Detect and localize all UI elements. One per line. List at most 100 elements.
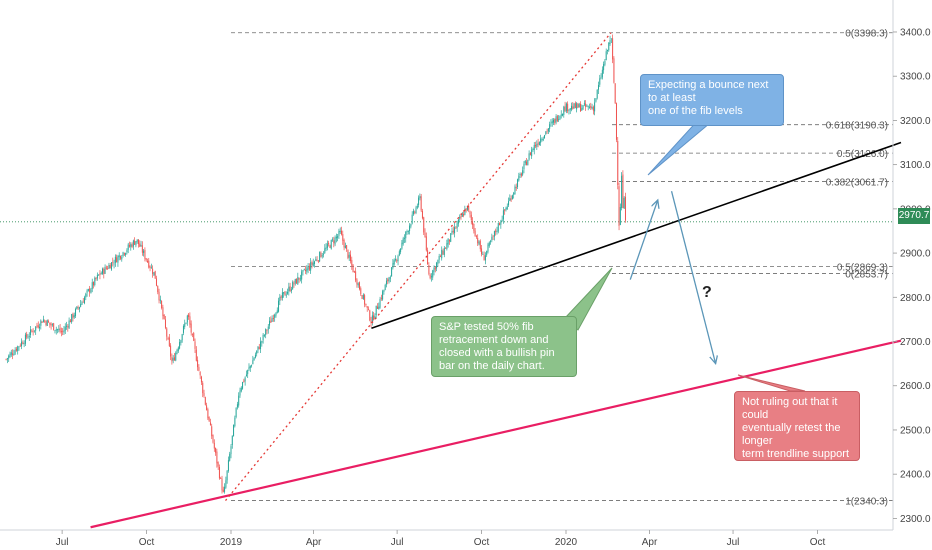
candle-body (524, 160, 526, 164)
candle-body (312, 262, 314, 266)
candle-body (60, 331, 62, 333)
candle-body (556, 116, 558, 121)
candle-body (529, 152, 531, 156)
candle-body (39, 326, 41, 329)
price-tick-label: 3300.0 (900, 72, 931, 83)
time-tick-label: Apr (642, 537, 658, 548)
candle-body (526, 161, 528, 166)
candle-body (397, 255, 399, 262)
candle-body (280, 296, 282, 298)
candle-body (105, 267, 107, 269)
candle-body (73, 315, 75, 318)
candle-body (249, 365, 251, 369)
current-price-badge: 2970.7 (898, 208, 930, 224)
candle-body (569, 108, 571, 111)
candle-body (278, 300, 280, 312)
candle-body (513, 192, 515, 195)
candle-body (112, 261, 114, 263)
time-tick-label: 2019 (220, 537, 243, 548)
fib-label: 0.382(3061.7) (826, 178, 888, 189)
price-tick-label: 3100.0 (900, 160, 931, 171)
candle-body (373, 315, 375, 320)
candle-body (91, 282, 93, 290)
candle-body (542, 138, 544, 141)
candle-body (409, 225, 411, 231)
candle-body (72, 313, 74, 319)
candle-body (550, 122, 552, 124)
candle-body (24, 334, 26, 344)
candle-body (537, 142, 539, 145)
candle-body (624, 196, 626, 221)
candle-body (500, 221, 502, 225)
candle-body (227, 460, 229, 471)
candle-body (188, 314, 190, 318)
candle-body (90, 289, 92, 293)
candle-body (238, 395, 240, 406)
candle-body (329, 245, 331, 248)
candle-body (478, 241, 480, 245)
price-tick-label: 2700.0 (900, 337, 931, 348)
candle-body (19, 345, 21, 347)
candle-body (84, 297, 86, 304)
candle-body (144, 249, 146, 259)
candle-body (433, 267, 435, 272)
candle-body (495, 230, 497, 233)
candle-body (33, 330, 35, 332)
candle-body (335, 236, 337, 239)
candle-body (581, 108, 583, 111)
price-axis[interactable]: 2300.0 2400.0 2500.0 2600.0 2700.0 2800.0 2900… (893, 27, 931, 525)
candle-body (271, 318, 273, 322)
candle-body (181, 334, 183, 341)
tested-annotation[interactable]: S&P tested 50% fib retracement down and … (431, 316, 577, 377)
candle-body (554, 118, 556, 124)
candle-body (294, 279, 296, 284)
candle-body (64, 326, 66, 331)
bounce-annotation[interactable]: Expecting a bounce next to at least one … (640, 74, 784, 126)
candle-body (583, 103, 585, 105)
candle-body (191, 333, 193, 335)
candle-body (486, 250, 488, 256)
black-support-trendline (371, 141, 902, 330)
candle-body (57, 329, 59, 331)
candle-body (452, 230, 454, 233)
candle-body (274, 314, 276, 318)
candle-body (442, 250, 444, 255)
candle-body (465, 208, 467, 211)
candle-body (428, 265, 430, 274)
candle-body (384, 284, 386, 291)
candle-body (464, 209, 466, 215)
candle-body (267, 326, 269, 330)
candle-body (346, 245, 348, 250)
candle-body (108, 265, 110, 269)
candle-body (235, 407, 237, 418)
candle-body (344, 245, 346, 249)
candle-body (184, 323, 186, 327)
candle-body (176, 349, 178, 354)
candle-body (365, 303, 367, 306)
candle-body (229, 453, 231, 461)
candle-body (508, 201, 510, 206)
time-tick-label: Jul (727, 537, 740, 548)
candle-body (95, 277, 97, 280)
retest-annotation[interactable]: Not ruling out that it could eventually … (734, 391, 860, 461)
candle-body (215, 447, 217, 453)
candle-body (351, 259, 353, 266)
candle-body (9, 353, 11, 357)
candle-body (549, 124, 551, 129)
candle-body (337, 236, 339, 238)
candle-body (141, 245, 143, 253)
candle-body (470, 214, 472, 221)
candle-body (256, 350, 258, 354)
candle-body (190, 323, 192, 333)
candle-body (220, 478, 222, 479)
candle-body (555, 116, 557, 123)
candle-body (82, 301, 84, 303)
candle-body (472, 221, 474, 225)
candle-body (398, 251, 400, 256)
candle-body (76, 306, 78, 309)
candle-body (469, 211, 471, 215)
candle-body (601, 69, 603, 78)
time-axis[interactable]: Jul Oct 2019 Apr Jul Oct 2020 Apr Jul Oct (56, 530, 826, 548)
candle-body (455, 227, 457, 229)
